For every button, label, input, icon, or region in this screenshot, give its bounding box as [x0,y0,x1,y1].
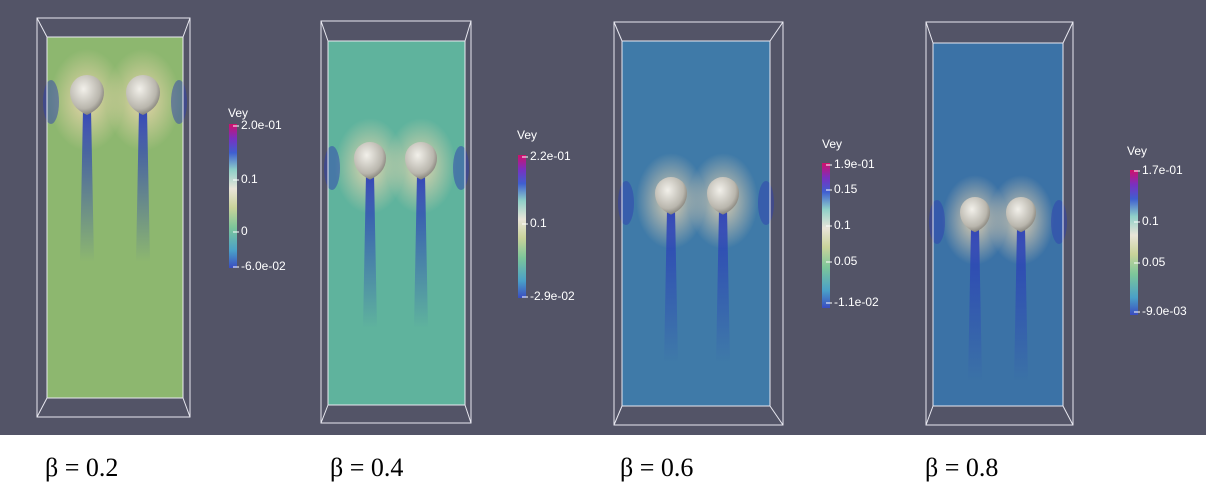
colorbar-tick-label: 2.0e-01 [241,118,282,132]
colorbar [1130,170,1138,315]
colorbar [229,124,237,268]
figure: Vey 2.0e-01 0.1 0 -6.0e-02 β = 0.2 Vey 2.2e-01 0… [0,0,1206,487]
colorbar-tick-label: 1.7e-01 [1142,163,1183,177]
colorbar-tick-label: -1.1e-02 [834,295,879,309]
panel-caption: β = 0.8 [925,453,998,482]
side-shadow [929,200,945,244]
panel-caption: β = 0.6 [620,453,693,482]
colorbar-tick-label: 2.2e-01 [530,149,571,163]
side-shadow [758,181,774,225]
side-shadow [171,80,187,124]
side-shadow [453,146,469,190]
colorbar-tick-label: 0.05 [834,254,858,268]
colorbar-title: Vey [822,137,842,151]
side-shadow [43,80,59,124]
colorbar-tick-label: 0 [241,224,248,238]
colorbar-title: Vey [517,128,537,142]
colorbar-tick-label: 0.05 [1142,255,1166,269]
side-shadow [324,146,340,190]
colorbar-tick-label: 0.1 [1142,214,1159,228]
colorbar [518,155,526,298]
colorbar-tick-label: 0.1 [834,218,851,232]
colorbar-tick-label: 0.15 [834,182,858,196]
colorbar-tick-label: -6.0e-02 [241,259,286,273]
colorbar [822,163,830,308]
side-shadow [1051,200,1067,244]
panel-caption: β = 0.4 [330,453,403,482]
panel-caption: β = 0.2 [45,453,118,482]
colorbar-tick-label: 0.1 [530,216,547,230]
colorbar-tick-label: -9.0e-03 [1142,304,1187,318]
colorbar-tick-label: 1.9e-01 [834,157,875,171]
colorbar-title: Vey [1127,144,1147,158]
field-slice [328,41,465,405]
colorbar-tick-label: -2.9e-02 [530,289,575,303]
colorbar-tick-label: 0.1 [241,172,258,186]
side-shadow [618,181,634,225]
